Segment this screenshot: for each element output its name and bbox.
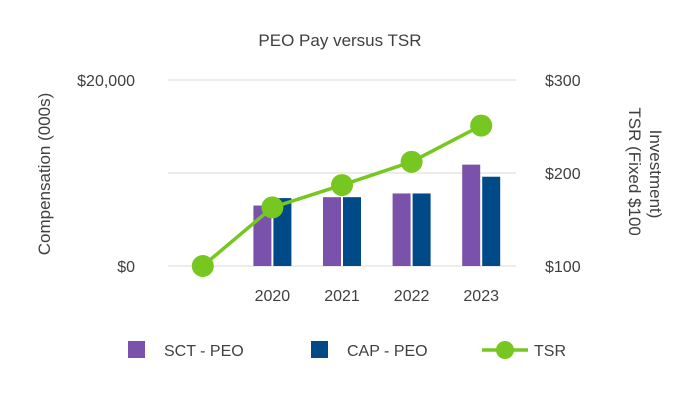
bar bbox=[343, 197, 361, 266]
right-axis-label-line-2: Investment) bbox=[646, 130, 665, 219]
bar bbox=[392, 193, 411, 266]
chart-title: PEO Pay versus TSR bbox=[258, 31, 421, 50]
tsr-point bbox=[470, 114, 493, 137]
left-axis-label: Compensation (000s) bbox=[35, 93, 54, 256]
left-axis-tick-label: $20,000 bbox=[77, 73, 135, 90]
right-axis-tick-label: $100 bbox=[545, 259, 581, 276]
x-axis-tick-label: 2023 bbox=[463, 288, 499, 305]
legend-swatch bbox=[311, 341, 328, 358]
bar bbox=[462, 164, 481, 266]
tsr-point bbox=[261, 196, 284, 219]
axis-layer: $100 $200 $300 $0 $20,000 2020 2021 2022 2023 bbox=[77, 73, 581, 305]
right-axis-label-line-1: TSR (Fixed $100 bbox=[625, 107, 644, 236]
legend-label: SCT - PEO bbox=[164, 343, 244, 360]
legend: SCT - PEO CAP - PEO TSR bbox=[128, 341, 566, 360]
bar bbox=[412, 193, 431, 266]
tsr-point bbox=[331, 174, 353, 197]
left-axis-tick-label: $0 bbox=[117, 259, 135, 276]
legend-label: CAP - PEO bbox=[347, 343, 428, 360]
x-axis-tick-label: 2020 bbox=[255, 288, 291, 305]
bars-layer bbox=[253, 164, 501, 266]
tsr-point bbox=[400, 150, 423, 173]
legend-marker bbox=[496, 341, 514, 359]
tsr-point bbox=[191, 255, 214, 277]
right-axis-tick-label: $200 bbox=[545, 166, 581, 183]
x-axis-tick-label: 2021 bbox=[324, 288, 360, 305]
bar bbox=[323, 197, 341, 266]
legend-label: TSR bbox=[534, 343, 566, 360]
bar bbox=[482, 176, 501, 266]
legend-swatch bbox=[128, 341, 145, 358]
grid-layer bbox=[168, 79, 516, 267]
right-axis-tick-label: $300 bbox=[545, 73, 581, 90]
tsr-line-layer bbox=[191, 114, 493, 277]
right-axis-label: TSR (Fixed $100 Investment) bbox=[625, 107, 665, 240]
x-axis-tick-label: 2022 bbox=[394, 288, 430, 305]
